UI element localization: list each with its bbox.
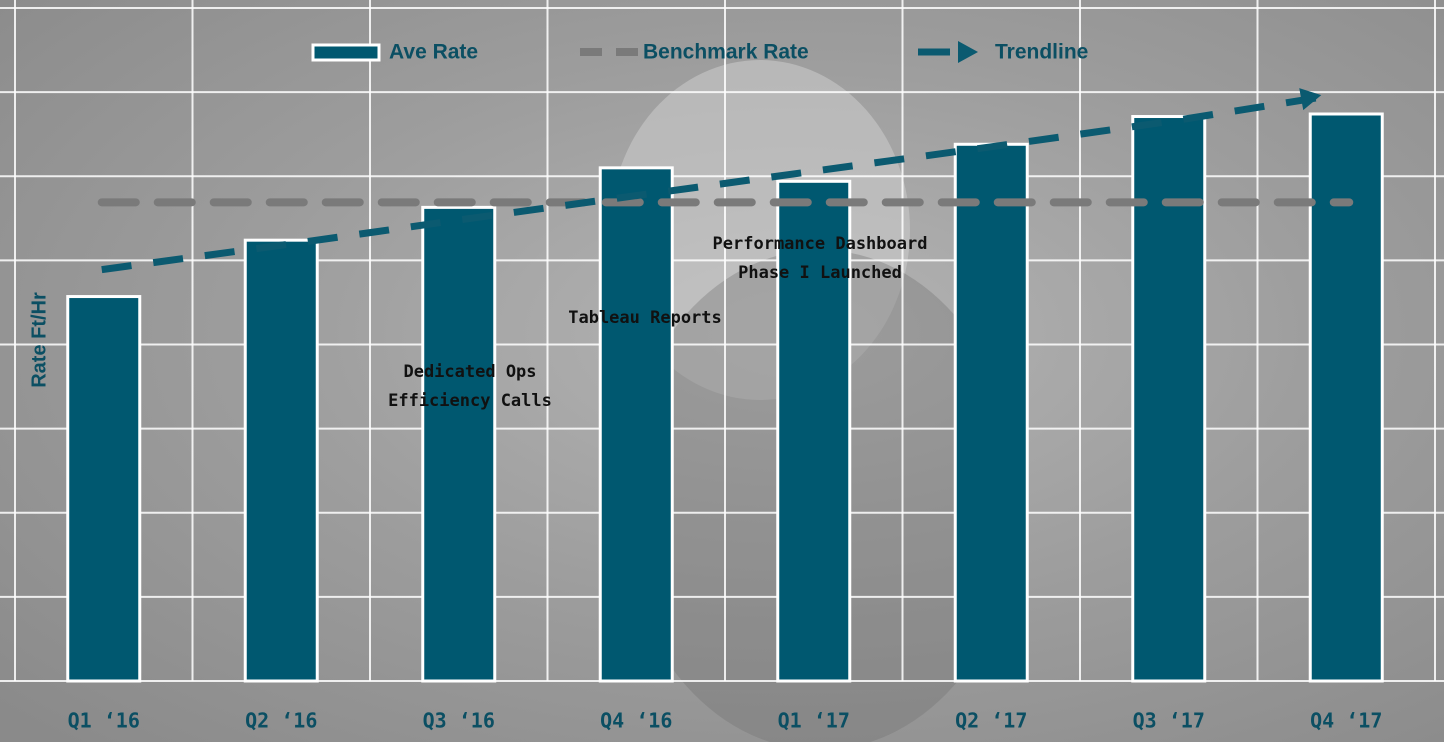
x-tick-label: Q1 ‘16	[68, 709, 140, 733]
annotation: Dedicated Ops	[403, 362, 536, 382]
y-axis-label: Rate Ft/Hr	[28, 292, 50, 388]
x-tick-label: Q4 ‘17	[1310, 709, 1382, 733]
chart: Rate Ft/Hr Q1 ‘16 Q2 ‘16 Q3 ‘16 Q4 ‘16 Q1 ‘1…	[0, 0, 1444, 742]
bar	[600, 168, 672, 681]
x-tick-label: Q4 ‘16	[600, 709, 672, 733]
bar	[245, 240, 317, 681]
x-tick-label: Q1 ‘17	[778, 709, 850, 733]
annotation: Performance Dashboard	[713, 234, 928, 254]
x-tick-label: Q2 ‘16	[245, 709, 317, 733]
annotation: Efficiency Calls	[388, 391, 552, 411]
legend-label: Ave Rate	[389, 41, 478, 64]
legend-label: Benchmark Rate	[643, 41, 809, 64]
bar	[778, 181, 850, 681]
annotation: Tableau Reports	[568, 308, 722, 328]
bar	[68, 297, 140, 681]
bar	[955, 144, 1027, 681]
annotation: Phase I Launched	[738, 263, 902, 283]
legend-label: Trendline	[995, 41, 1088, 64]
legend-swatch	[313, 45, 379, 60]
bar	[423, 207, 495, 681]
x-tick-label: Q2 ‘17	[955, 709, 1027, 733]
x-tick-label: Q3 ‘16	[423, 709, 495, 733]
x-tick-label: Q3 ‘17	[1133, 709, 1205, 733]
